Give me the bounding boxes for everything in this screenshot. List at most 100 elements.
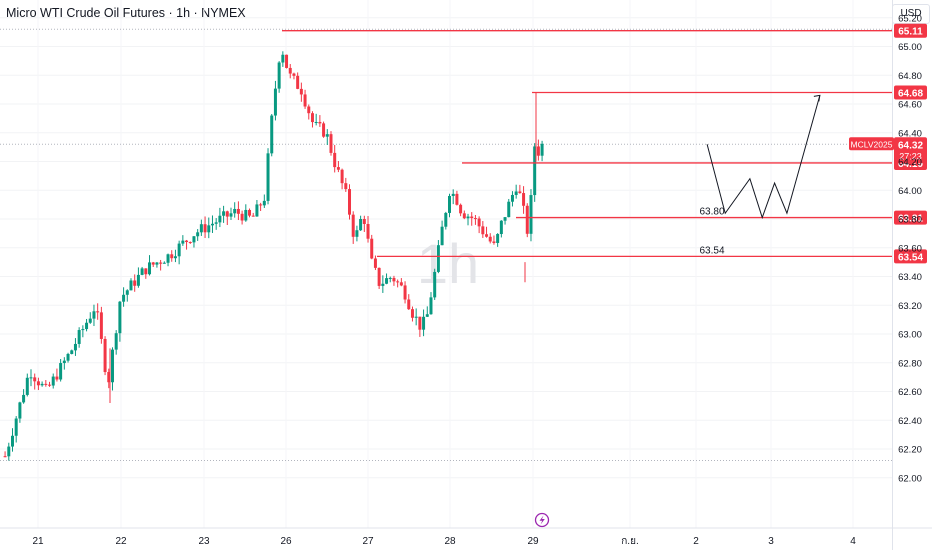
candle-body: [403, 285, 407, 300]
candle-body: [440, 226, 444, 246]
candle-body: [425, 314, 429, 317]
candle-body: [92, 311, 96, 319]
candle-body: [459, 204, 463, 214]
candle-body: [129, 280, 133, 291]
candle-body: [177, 243, 181, 257]
candle-body: [355, 230, 359, 237]
candle-body: [222, 211, 226, 216]
candle-body: [159, 262, 163, 264]
candle-body: [262, 200, 266, 206]
watermark-text: 1h: [417, 232, 479, 295]
candle-body: [48, 384, 52, 386]
y-tick-label: 65.00: [898, 42, 922, 53]
y-tick-label: 62.20: [898, 445, 922, 456]
y-tick-label: 65.20: [898, 13, 922, 24]
candle-body: [170, 254, 174, 259]
candle-body: [248, 209, 252, 216]
price-level-badge-label: 64.19: [898, 159, 923, 170]
candle-body: [477, 218, 481, 227]
candle-body: [240, 213, 244, 221]
lightning-icon: [539, 515, 545, 525]
x-tick-label: 26: [280, 536, 292, 547]
candle-body: [29, 377, 33, 379]
last-price-badge: [894, 137, 927, 164]
candle-body: [422, 316, 426, 330]
candle-body: [473, 218, 477, 220]
candle-body: [110, 349, 114, 383]
x-tick-label: 23: [198, 536, 210, 547]
candle-body: [285, 54, 289, 68]
candle-body: [25, 377, 29, 395]
candle-body: [273, 88, 277, 116]
candle-body: [214, 222, 218, 224]
candle-body: [122, 294, 126, 302]
x-tick-label: ก.ย.: [621, 536, 638, 547]
price-level-badge: [894, 210, 927, 225]
candle-body: [136, 274, 140, 286]
candle-body: [392, 277, 396, 282]
candle-body: [203, 224, 207, 233]
price-level-annotation: 63.80: [699, 207, 724, 218]
price-level-badge-label: 65.11: [898, 27, 923, 38]
candle-body: [436, 245, 440, 272]
candle-body: [229, 213, 233, 217]
candle-body: [148, 262, 152, 275]
candle-body: [225, 211, 229, 217]
price-level-badge: [894, 23, 927, 38]
price-level-badge: [894, 85, 927, 100]
candle-body: [496, 234, 500, 243]
candle-body: [199, 224, 203, 233]
candle-body: [529, 195, 533, 234]
x-tick-label: 27: [362, 536, 374, 547]
candle-body: [192, 236, 196, 243]
candle-body: [307, 106, 311, 114]
candle-body: [325, 134, 329, 137]
candle-body: [266, 153, 270, 201]
candle-body: [348, 189, 352, 215]
candle-body: [385, 278, 389, 284]
candle-body: [303, 94, 307, 107]
candle-body: [299, 88, 303, 95]
candle-body: [314, 121, 318, 123]
candle-body: [59, 363, 63, 380]
candle-body: [270, 115, 274, 154]
candle-body: [18, 402, 22, 419]
candle-body: [166, 254, 170, 263]
x-tick-label: 4: [850, 536, 856, 547]
candle-body: [14, 418, 18, 436]
candle-body: [22, 394, 26, 403]
candle-body: [429, 297, 433, 315]
candle-body: [466, 216, 470, 219]
candle-body: [522, 193, 526, 206]
candle-body: [99, 312, 103, 339]
symbol-badge-label: MCLV2025: [851, 139, 893, 149]
candle-body: [218, 215, 222, 223]
candle-body: [455, 193, 459, 205]
candle-body: [66, 353, 70, 361]
y-tick-label: 64.40: [898, 128, 922, 139]
candle-body: [233, 208, 237, 214]
candle-body: [451, 193, 455, 196]
candle-body: [62, 360, 66, 364]
x-tick-label: 3: [768, 536, 774, 547]
y-tick-label: 64.80: [898, 71, 922, 82]
candle-body: [33, 377, 37, 382]
candle-body: [70, 350, 74, 354]
projected-path-line: [706, 95, 821, 220]
candle-body: [488, 236, 492, 242]
candle-body: [244, 209, 248, 221]
candle-body: [155, 262, 159, 265]
chart-title: Micro WTI Crude Oil Futures · 1h · NYMEX: [6, 6, 246, 20]
candle-body: [125, 290, 129, 295]
candle-body: [118, 301, 122, 334]
candle-body: [396, 281, 400, 283]
candle-body: [510, 194, 514, 202]
candle-body: [144, 268, 148, 275]
candle-body: [333, 152, 337, 168]
candle-body: [259, 204, 263, 206]
candle-body: [344, 183, 348, 190]
candle-body: [44, 383, 48, 385]
candle-body: [181, 240, 185, 244]
candle-body: [366, 223, 370, 239]
